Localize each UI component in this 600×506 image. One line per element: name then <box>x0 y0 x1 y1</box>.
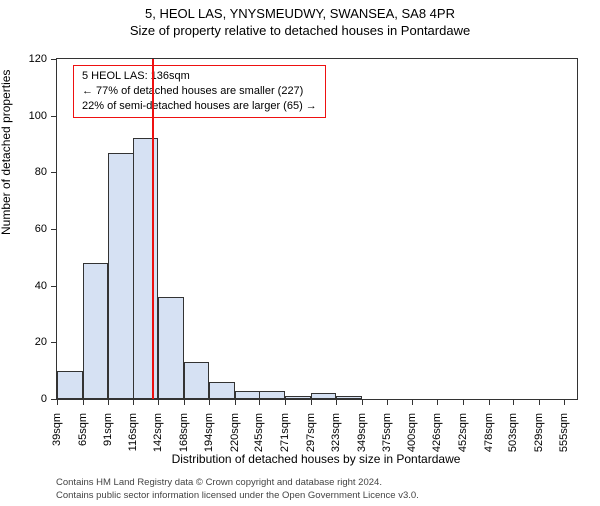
footer-line1: Contains HM Land Registry data © Crown c… <box>56 477 576 489</box>
x-tick <box>412 399 413 405</box>
x-tick <box>57 399 58 405</box>
y-tick-label: 60 <box>17 223 47 235</box>
x-tick <box>362 399 363 405</box>
y-tick <box>51 116 57 117</box>
histogram-bar <box>184 362 210 399</box>
y-tick <box>51 59 57 60</box>
annotation-box: 5 HEOL LAS: 136sqm ← 77% of detached hou… <box>73 65 326 118</box>
x-tick <box>513 399 514 405</box>
x-tick <box>235 399 236 405</box>
x-tick <box>311 399 312 405</box>
x-tick <box>209 399 210 405</box>
x-tick <box>336 399 337 405</box>
y-tick <box>51 229 57 230</box>
property-size-marker <box>152 59 154 399</box>
histogram-bar <box>235 391 261 400</box>
histogram-bar <box>285 396 311 399</box>
x-tick <box>158 399 159 405</box>
histogram-bar <box>108 153 134 400</box>
x-tick <box>133 399 134 405</box>
histogram-bar <box>83 263 109 399</box>
histogram-bar <box>133 138 159 399</box>
chart-plot-area: 5 HEOL LAS: 136sqm ← 77% of detached hou… <box>56 58 578 400</box>
annotation-line3: 22% of semi-detached houses are larger (… <box>82 99 317 114</box>
y-tick <box>51 286 57 287</box>
histogram-bar <box>57 371 83 399</box>
y-tick <box>51 342 57 343</box>
x-tick <box>489 399 490 405</box>
x-tick <box>184 399 185 405</box>
y-tick-label: 20 <box>17 336 47 348</box>
x-tick <box>564 399 565 405</box>
x-tick <box>83 399 84 405</box>
y-tick-label: 120 <box>17 53 47 65</box>
histogram-bar <box>209 382 235 399</box>
annotation-line2: ← 77% of detached houses are smaller (22… <box>82 84 317 99</box>
histogram-bar <box>336 396 362 399</box>
x-tick <box>108 399 109 405</box>
chart-footer: Contains HM Land Registry data © Crown c… <box>56 477 576 502</box>
chart-title: 5, HEOL LAS, YNYSMEUDWY, SWANSEA, SA8 4P… <box>0 6 600 21</box>
histogram-bar <box>158 297 184 399</box>
histogram-bar <box>311 393 337 399</box>
y-tick-label: 40 <box>17 280 47 292</box>
footer-line2: Contains public sector information licen… <box>56 490 576 502</box>
x-tick <box>285 399 286 405</box>
y-tick-label: 100 <box>17 110 47 122</box>
y-axis-label: Number of detached properties <box>0 70 13 235</box>
x-tick <box>539 399 540 405</box>
y-tick-label: 0 <box>17 393 47 405</box>
x-tick <box>387 399 388 405</box>
chart-subtitle: Size of property relative to detached ho… <box>0 23 600 38</box>
y-tick <box>51 172 57 173</box>
annotation-line1: 5 HEOL LAS: 136sqm <box>82 69 317 84</box>
x-tick <box>437 399 438 405</box>
histogram-bar <box>259 391 285 400</box>
y-tick-label: 80 <box>17 166 47 178</box>
x-tick <box>259 399 260 405</box>
x-axis-label: Distribution of detached houses by size … <box>56 452 576 466</box>
x-tick <box>463 399 464 405</box>
